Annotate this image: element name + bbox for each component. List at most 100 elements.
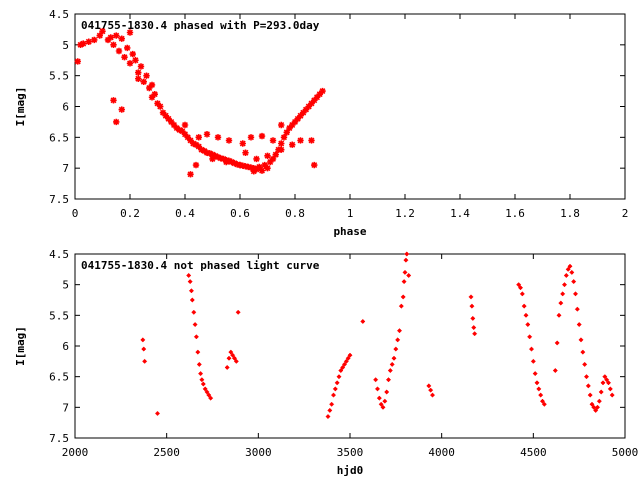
y-tick-label: 7 xyxy=(62,401,69,414)
data-point xyxy=(528,346,535,352)
data-point xyxy=(605,380,612,386)
data-point xyxy=(373,377,379,383)
data-point xyxy=(519,291,525,297)
unphased-data-points xyxy=(140,251,615,420)
data-point xyxy=(313,94,321,101)
y-tick-label: 7 xyxy=(62,162,69,175)
data-point xyxy=(297,112,304,119)
x-tick-label: 0.8 xyxy=(285,207,305,220)
data-point xyxy=(336,374,342,380)
data-point xyxy=(187,171,194,178)
data-point xyxy=(195,134,202,141)
data-point xyxy=(286,124,293,132)
data-point xyxy=(124,44,131,52)
data-point xyxy=(429,392,436,398)
data-point xyxy=(345,355,351,361)
data-point xyxy=(192,321,198,328)
data-point xyxy=(319,87,326,95)
data-point xyxy=(142,358,148,364)
data-point xyxy=(239,140,246,147)
data-point xyxy=(598,389,604,395)
data-point xyxy=(300,109,307,116)
y-tick-label: 4.5 xyxy=(49,248,69,261)
x-tick-label: 4500 xyxy=(520,446,547,459)
data-point xyxy=(269,137,277,144)
data-point xyxy=(195,349,201,355)
y-tick-label: 7.5 xyxy=(49,193,69,206)
x-tick-label: 1.8 xyxy=(560,207,580,220)
phased-y-axis-label: I[mag] xyxy=(14,87,27,127)
data-point xyxy=(311,161,318,169)
phased-data-points xyxy=(74,28,326,178)
data-point xyxy=(468,294,474,300)
data-point xyxy=(198,371,204,377)
data-point xyxy=(264,152,271,160)
data-point xyxy=(236,161,244,169)
data-point xyxy=(376,395,382,401)
data-point xyxy=(308,137,315,144)
data-point xyxy=(517,285,524,291)
data-point xyxy=(400,294,406,300)
data-point xyxy=(168,118,175,126)
phased-chart-title: 041755-1830.4 phased with P=293.0day xyxy=(81,19,320,32)
data-point xyxy=(206,392,212,398)
data-point xyxy=(148,94,156,101)
data-point xyxy=(126,60,134,67)
data-point xyxy=(609,392,615,398)
data-point xyxy=(395,337,401,343)
unphased-light-curve-chart: 041755-1830.4 not phased light curve hjd… xyxy=(14,248,638,477)
data-point xyxy=(264,164,271,172)
data-point xyxy=(176,126,183,134)
data-point xyxy=(126,29,134,36)
data-point xyxy=(267,158,274,166)
data-point xyxy=(334,380,340,386)
y-tick-label: 6 xyxy=(62,101,69,114)
data-point xyxy=(230,352,236,358)
unphased-x-axis-label: hjd0 xyxy=(337,464,364,477)
data-point xyxy=(587,392,593,398)
data-point xyxy=(272,151,279,158)
data-point xyxy=(523,312,529,318)
data-point xyxy=(378,401,384,407)
data-point xyxy=(157,103,164,110)
data-point xyxy=(132,57,139,64)
data-point xyxy=(190,140,197,147)
data-point xyxy=(206,150,213,157)
data-point xyxy=(208,395,214,401)
data-point xyxy=(294,115,301,123)
data-point xyxy=(360,318,366,325)
data-point xyxy=(187,279,193,285)
data-point xyxy=(571,279,577,285)
data-point xyxy=(472,331,478,337)
data-point xyxy=(188,288,194,294)
y-tick-label: 5 xyxy=(62,279,69,292)
data-point xyxy=(384,389,390,395)
data-point xyxy=(228,349,234,355)
data-point xyxy=(137,63,145,70)
data-point xyxy=(191,309,197,315)
data-point xyxy=(602,374,608,380)
data-point xyxy=(308,100,315,107)
data-point xyxy=(428,387,434,393)
data-point xyxy=(110,41,117,49)
data-point xyxy=(231,355,238,361)
data-point xyxy=(223,158,230,166)
data-point xyxy=(200,381,206,387)
data-point xyxy=(583,374,590,380)
data-point xyxy=(311,97,318,104)
data-point xyxy=(247,134,255,141)
data-point xyxy=(393,346,399,352)
data-point xyxy=(154,410,161,417)
data-point xyxy=(203,131,211,138)
data-point xyxy=(403,257,409,263)
data-point xyxy=(289,121,296,129)
data-point xyxy=(329,401,335,407)
data-point xyxy=(538,392,544,398)
x-tick-label: 2500 xyxy=(153,446,180,459)
data-point xyxy=(99,28,106,35)
data-point xyxy=(212,152,219,160)
data-point xyxy=(469,303,475,309)
data-point xyxy=(402,269,408,275)
data-point xyxy=(380,404,386,410)
data-point xyxy=(536,386,542,392)
